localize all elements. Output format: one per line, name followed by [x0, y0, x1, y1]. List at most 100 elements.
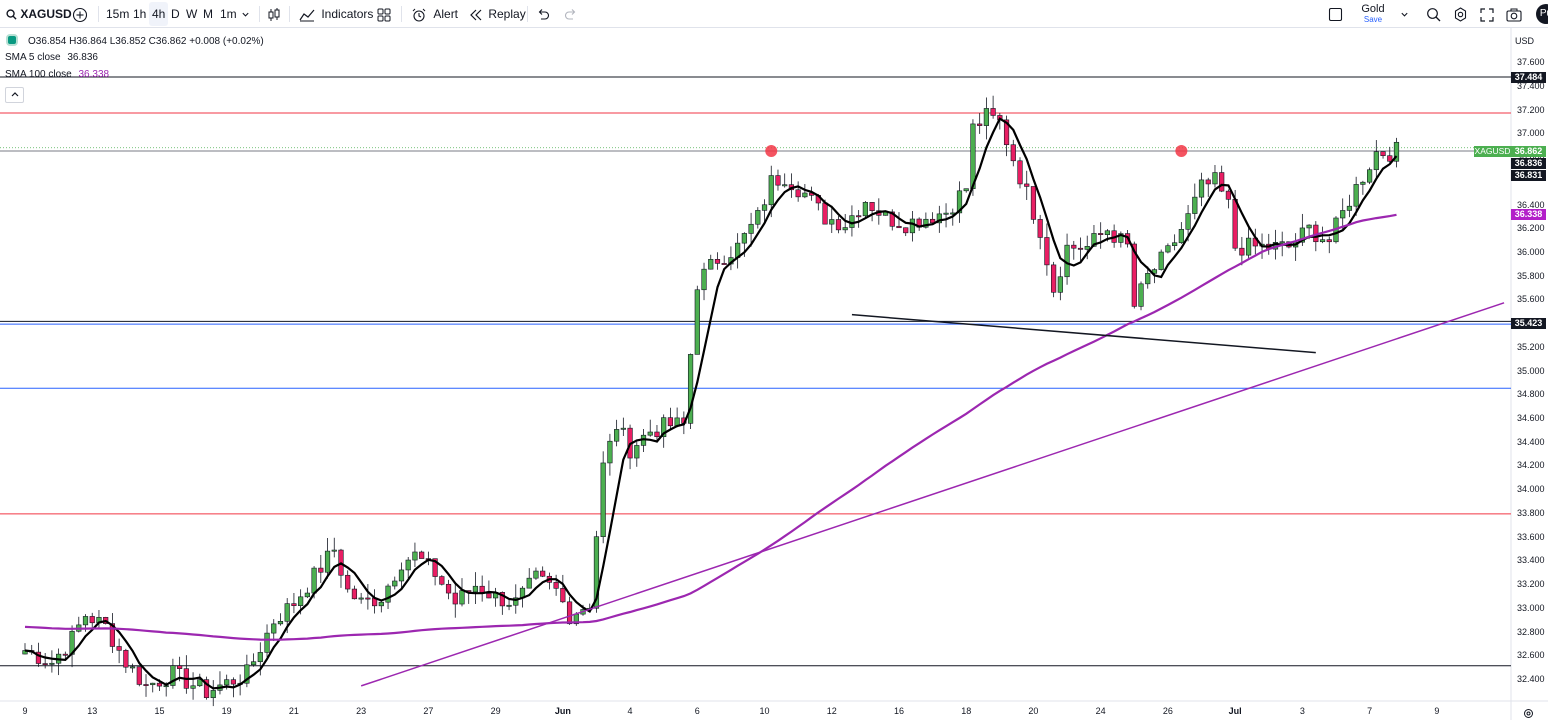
candle-body	[607, 440, 613, 464]
candle-body	[358, 597, 364, 600]
chart-type-button[interactable]	[267, 0, 281, 28]
timeframe-1m[interactable]: 1m	[220, 7, 237, 21]
time-tick-label: 26	[1162, 706, 1173, 716]
layout-dropdown[interactable]	[1400, 0, 1409, 28]
layout-name: Gold	[1361, 3, 1385, 15]
sma5-line	[24, 117, 1398, 690]
candle-body	[687, 354, 694, 424]
candle-body	[977, 123, 983, 126]
candle-body	[748, 223, 754, 234]
timeframe-15m[interactable]: 15m	[106, 7, 130, 21]
candle-body	[566, 601, 573, 625]
price-chart[interactable]	[0, 28, 1548, 720]
indicators-button[interactable]: Indicators	[299, 0, 373, 28]
alert-button[interactable]: Alert	[411, 0, 458, 28]
symbol-search[interactable]: XAGUSD	[6, 0, 72, 28]
candle-body	[1279, 241, 1285, 244]
candle-body	[1145, 273, 1151, 285]
timeframe-dropdown[interactable]	[241, 0, 250, 28]
candle-body	[331, 549, 337, 552]
timeframe-1h[interactable]: 1h	[133, 7, 147, 21]
time-tick-label: 7	[1367, 706, 1373, 716]
marker-dot	[1175, 145, 1188, 157]
replay-button[interactable]: Replay	[469, 0, 526, 28]
price-tick-label: 36.800	[1517, 152, 1545, 162]
time-tick-label: 15	[154, 706, 165, 716]
time-tick-label: 9	[22, 706, 28, 716]
sma100-legend[interactable]: SMA 100 close 36.338	[5, 68, 109, 82]
candle-body	[768, 175, 774, 206]
candle-body	[1367, 169, 1373, 183]
candle-body	[1118, 233, 1124, 243]
timeframe-d[interactable]: D	[171, 7, 180, 21]
price-tick-label: 33.200	[1517, 579, 1545, 590]
timeframe-4h[interactable]: 4h	[149, 2, 169, 26]
candle-body	[277, 620, 284, 625]
price-tick-label: 32.600	[1517, 650, 1545, 661]
settings-button[interactable]	[1453, 0, 1468, 28]
price-tick-label: 37.000	[1517, 128, 1545, 139]
candle-body	[755, 210, 761, 225]
currency-label[interactable]: USD	[1515, 36, 1535, 46]
time-tick-label: 12	[826, 706, 837, 716]
candle-body	[486, 593, 492, 599]
candle-body	[1299, 227, 1305, 243]
candle-body	[1131, 243, 1137, 307]
candle-body	[230, 679, 237, 685]
price-tick-label: 34.600	[1517, 413, 1545, 424]
support-line-price-label: 35.423	[1511, 318, 1546, 329]
sma100-label: SMA 100 close	[5, 69, 72, 80]
price-tick-label: 35.200	[1517, 341, 1545, 352]
layout-name-block[interactable]: Gold Save	[1352, 3, 1394, 24]
candle-body	[1084, 246, 1090, 250]
search-icon	[6, 9, 17, 20]
candle-body	[889, 211, 895, 227]
candle-body	[896, 225, 902, 229]
candle-body	[1077, 247, 1084, 250]
candle-body	[318, 567, 324, 573]
time-tick-label: 24	[1095, 706, 1106, 716]
toolbar-divider	[289, 6, 290, 22]
snapshot-button[interactable]	[1506, 0, 1522, 28]
trendline	[851, 313, 1316, 354]
redo-button[interactable]	[564, 0, 578, 28]
square-icon	[1328, 8, 1343, 22]
candle-body	[533, 570, 539, 579]
candle-body	[694, 289, 700, 355]
candle-body	[923, 218, 929, 228]
time-tick-label: Jul	[1228, 706, 1242, 716]
user-avatar[interactable]: Pu	[1536, 4, 1548, 24]
candle-body	[802, 192, 808, 198]
candle-body	[1340, 210, 1346, 219]
candle-body	[822, 202, 828, 225]
layout-select-button[interactable]	[1328, 0, 1343, 28]
time-tick-label: 29	[490, 706, 501, 716]
chevron-down-icon	[1401, 13, 1408, 17]
timeframe-m[interactable]: M	[203, 7, 213, 21]
candle-body	[398, 569, 405, 582]
time-tick-label: 3	[1299, 706, 1305, 716]
add-circle-icon	[72, 7, 88, 22]
undo-button[interactable]	[536, 0, 550, 28]
timeframe-w[interactable]: W	[186, 7, 198, 21]
axis-settings-button[interactable]	[1523, 706, 1534, 724]
candle-body	[472, 585, 479, 593]
undo-icon	[538, 8, 550, 20]
compare-symbol-button[interactable]	[72, 0, 88, 28]
legend-collapse-button[interactable]	[5, 87, 24, 103]
candle-body	[1037, 219, 1043, 238]
price-tick-label: 37.400	[1517, 80, 1545, 91]
sma5-legend[interactable]: SMA 5 close 36.836	[5, 51, 98, 65]
time-tick-label: Jun	[554, 706, 571, 716]
candle-body	[1024, 183, 1030, 187]
fullscreen-button[interactable]	[1480, 0, 1494, 28]
price-tick-label: 35.800	[1517, 270, 1545, 281]
candle-body	[721, 263, 727, 265]
replay-label: Replay	[488, 7, 526, 21]
candle-body	[177, 665, 183, 669]
candle-body	[761, 204, 768, 211]
quick-search-button[interactable]	[1426, 0, 1441, 28]
time-tick-label: 4	[627, 706, 633, 716]
templates-button[interactable]	[377, 0, 391, 28]
price-tick-label: 37.600	[1517, 57, 1545, 68]
